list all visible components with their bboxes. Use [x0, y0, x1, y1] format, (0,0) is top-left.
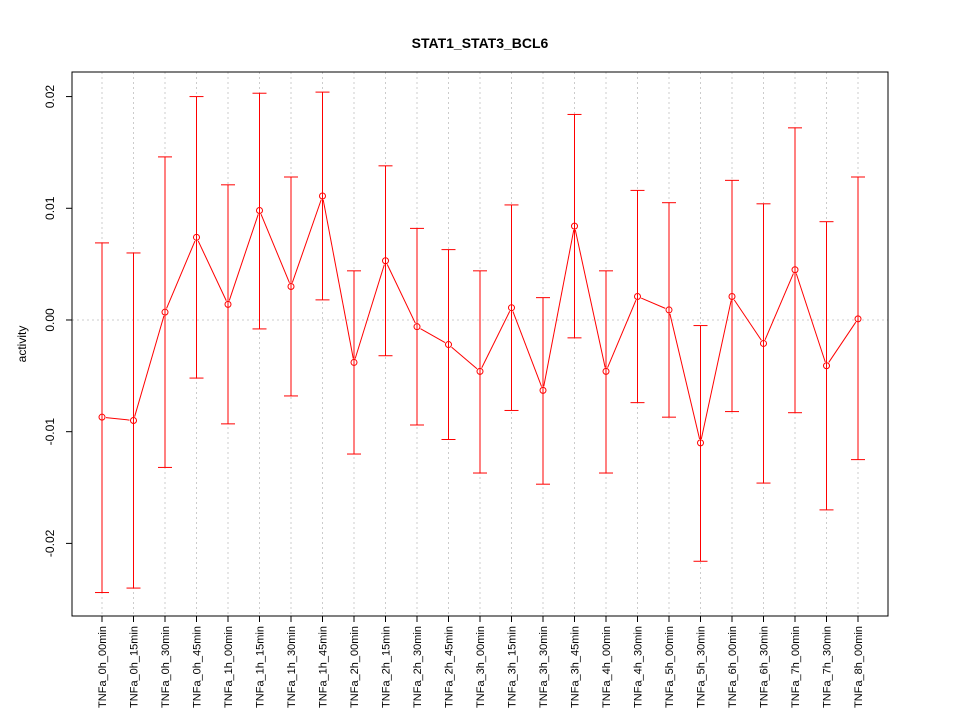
data-point	[445, 341, 452, 349]
x-tick-label: TNFa_3h_15min	[507, 626, 519, 708]
series-line-segment	[260, 214, 290, 283]
y-tick-label: -0.01	[43, 418, 57, 446]
data-point	[728, 293, 736, 301]
x-tick-label: TNFa_0h_45min	[192, 626, 204, 708]
data-point	[760, 339, 767, 347]
data-point	[476, 367, 484, 375]
data-point	[193, 233, 200, 241]
series-line-segment	[354, 264, 385, 359]
data-point	[571, 222, 578, 230]
x-tick-label: TNFa_4h_30min	[633, 626, 645, 708]
series-line-segment	[197, 240, 227, 301]
x-tick-label: TNFa_6h_30min	[759, 626, 771, 708]
series-line-segment	[607, 300, 637, 368]
x-tick-label: TNFa_0h_00min	[97, 626, 109, 708]
x-tick-label: TNFa_0h_15min	[129, 626, 141, 708]
data-point	[161, 308, 169, 316]
x-tick-label: TNFa_3h_30min	[538, 626, 550, 708]
x-tick-label: TNFa_2h_15min	[381, 626, 393, 708]
data-point	[854, 315, 862, 323]
y-axis: -0.02 -0.01 0.00 0.01 0.02	[43, 85, 72, 557]
data-point	[697, 439, 704, 447]
series-line-layer	[105, 199, 857, 440]
data-point	[665, 306, 673, 314]
series-line-segment	[795, 273, 826, 363]
data-point	[224, 300, 232, 308]
series-line-segment	[386, 264, 416, 324]
x-tick-label: TNFa_2h_30min	[412, 626, 424, 708]
data-point	[350, 358, 358, 366]
series-line-segment	[543, 229, 575, 387]
x-axis: TNFa_0h_00min TNFa_0h_15min TNFa_0h_30min T…	[97, 616, 865, 708]
data-point	[287, 282, 295, 290]
series-line-segment	[134, 315, 165, 417]
data-points	[98, 192, 862, 447]
x-tick-label: TNFa_7h_00min	[790, 626, 802, 708]
x-tick-label: TNFa_1h_30min	[286, 626, 298, 708]
data-point	[791, 266, 799, 274]
y-tick-label: 0.02	[43, 85, 57, 109]
series-line-segment	[451, 346, 478, 370]
data-point	[602, 367, 610, 375]
series-line-segment	[640, 297, 666, 309]
y-tick-label: 0.01	[43, 196, 57, 220]
series-line-segment	[291, 199, 322, 283]
data-point	[823, 362, 830, 370]
data-point	[130, 417, 137, 425]
series-line-segment	[228, 214, 259, 301]
series-line-segment	[574, 229, 606, 368]
chart-title: STAT1_STAT3_BCL6	[412, 35, 549, 51]
series-line-segment	[512, 311, 543, 387]
x-tick-label: TNFa_8h_00min	[853, 626, 865, 708]
data-point	[98, 413, 106, 421]
x-tick-label: TNFa_1h_00min	[223, 626, 235, 708]
data-point	[319, 192, 326, 200]
error-bars	[95, 91, 865, 594]
x-tick-label: TNFa_7h_30min	[822, 626, 834, 708]
series-line-segment	[700, 300, 732, 440]
data-point	[508, 304, 515, 312]
x-tick-label: TNFa_1h_15min	[255, 626, 267, 708]
x-tick-label: TNFa_2h_45min	[444, 626, 456, 708]
series-line-segment	[105, 417, 130, 421]
x-tick-label: TNFa_4h_00min	[601, 626, 613, 708]
data-point	[413, 323, 421, 331]
series-line-segment	[481, 311, 511, 369]
data-point	[539, 386, 547, 394]
series-line-segment	[669, 313, 701, 440]
x-tick-label: TNFa_2h_00min	[349, 626, 361, 708]
data-point	[382, 257, 389, 265]
series-line-segment	[764, 273, 794, 340]
y-tick-label: -0.02	[43, 529, 57, 557]
series-line-segment	[420, 328, 446, 344]
series-line-segment	[828, 321, 857, 363]
y-tick-label: 0.00	[43, 308, 57, 332]
x-tick-label: TNFa_1h_45min	[318, 626, 330, 708]
series-line-segment	[166, 240, 196, 309]
x-tick-label: TNFa_6h_00min	[727, 626, 739, 708]
data-point	[634, 293, 641, 301]
x-tick-label: TNFa_5h_00min	[664, 626, 676, 708]
data-point	[256, 207, 263, 215]
x-tick-label: TNFa_3h_45min	[570, 626, 582, 708]
x-tick-label: TNFa_5h_30min	[696, 626, 708, 708]
x-tick-label: TNFa_3h_00min	[475, 626, 487, 708]
y-axis-label: activity	[15, 326, 29, 363]
series-line-segment	[733, 299, 762, 341]
series-line-segment	[322, 199, 354, 359]
x-tick-label: TNFa_0h_30min	[160, 626, 172, 708]
